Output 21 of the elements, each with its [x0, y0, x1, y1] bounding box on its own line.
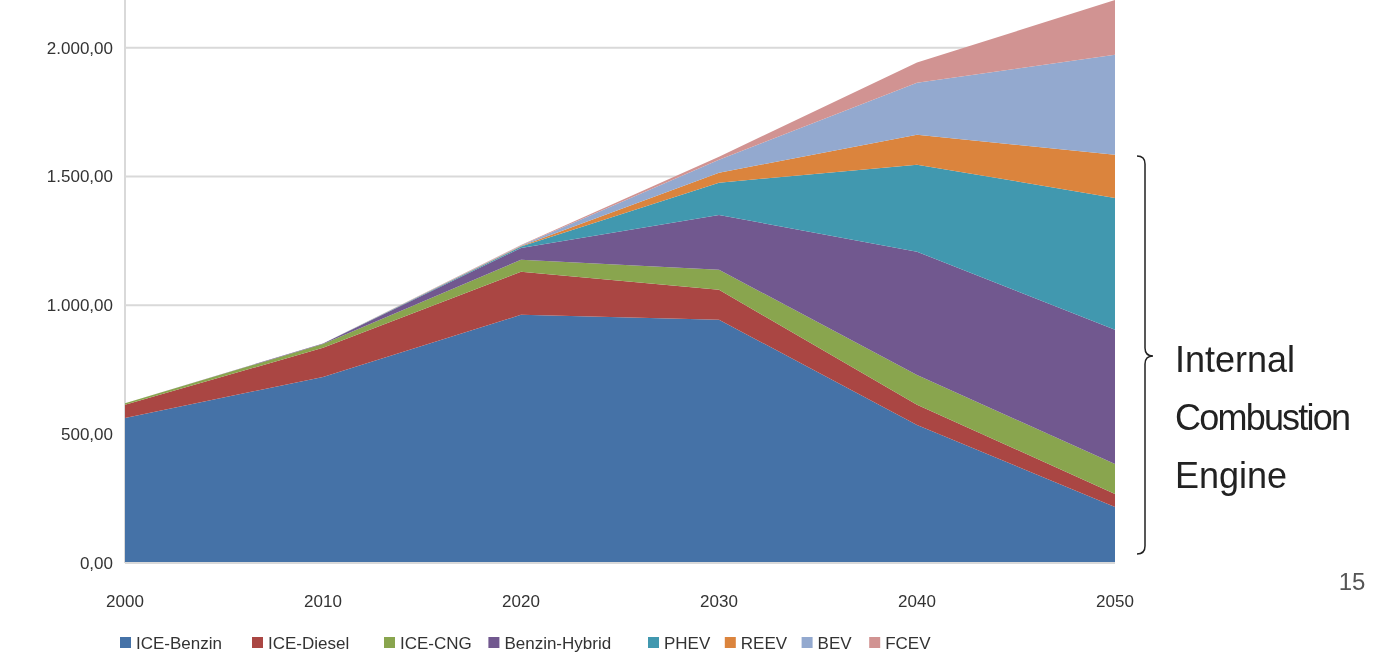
y-tick-label: 1.500,00	[46, 167, 113, 187]
y-tick-label: 2.000,00	[46, 38, 113, 58]
legend-label: BEV	[817, 634, 853, 653]
x-tick-label: 2000	[106, 592, 144, 611]
text: Internal Combustion Engine	[1175, 339, 1351, 496]
legend-label: REEV	[740, 634, 788, 653]
x-tick-label: 2050	[1096, 592, 1134, 611]
legend-label: FCEV	[885, 634, 932, 653]
y-tick-label: 0,00	[79, 553, 113, 573]
legend-label: PHEV	[664, 634, 711, 653]
y-tick-label: 1.000,00	[46, 296, 113, 316]
text: 15	[1338, 568, 1366, 595]
x-tick-label: 2040	[898, 592, 936, 611]
legend-label: Benzin-Hybrid	[504, 634, 612, 653]
x-tick-label: 2020	[502, 592, 540, 611]
x-tick-label: 2030	[700, 592, 738, 611]
y-tick-label: 500,00	[61, 425, 113, 445]
legend-label: ICE-CNG	[400, 634, 472, 653]
x-tick-label: 2010	[304, 592, 342, 611]
legend-label: ICE-Benzin	[136, 634, 222, 653]
legend-label: ICE-Diesel	[268, 634, 350, 653]
